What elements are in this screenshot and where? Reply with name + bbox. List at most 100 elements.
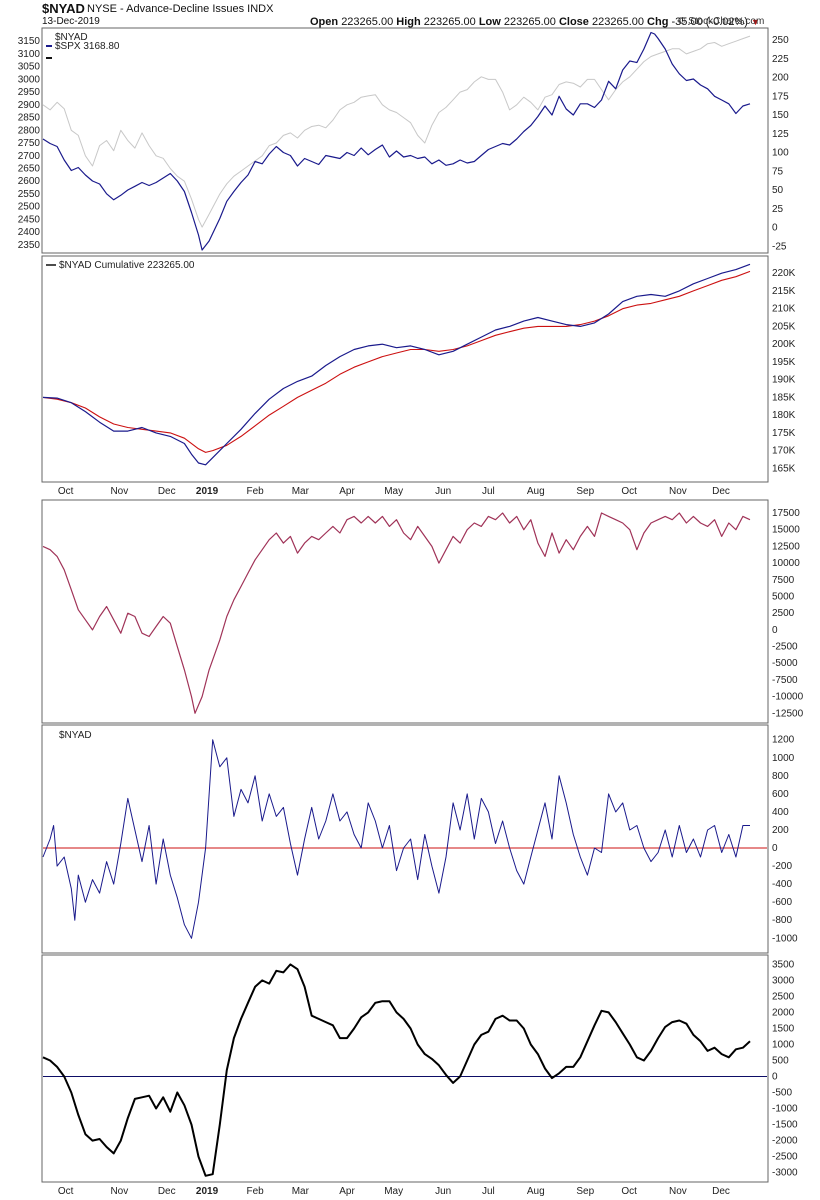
date-label: 13-Dec-2019 — [42, 16, 100, 27]
month-label: Sep — [576, 1186, 594, 1197]
ohlc-readout: Open 223265.00 High 223265.00 Low 223265… — [310, 16, 760, 28]
month-label: Dec — [158, 1186, 176, 1197]
low-label: Low — [478, 16, 501, 28]
y-right-tick-label: 75 — [772, 166, 784, 177]
month-label: Feb — [246, 1186, 264, 1197]
y-tick-label: -5000 — [772, 658, 798, 669]
month-label: Nov — [669, 1186, 687, 1197]
y-right-tick-label: -25 — [772, 241, 787, 252]
y-tick-label: 17500 — [772, 508, 800, 519]
symbol-label: $NYAD — [42, 1, 85, 16]
legend-label: $NYAD — [59, 730, 92, 741]
close-label: Close — [558, 16, 589, 28]
month-label: Sep — [576, 486, 594, 497]
y-tick-label: 1000 — [772, 1039, 795, 1050]
month-label: Oct — [58, 1186, 74, 1197]
month-label: Nov — [110, 486, 128, 497]
y-tick-label: -800 — [772, 915, 792, 926]
high-value: 223265.00 — [423, 16, 476, 28]
chg-value: -35.00 (-0.02%) — [671, 16, 748, 28]
open-value: 223265.00 — [341, 16, 394, 28]
y-left-tick-label: 2650 — [18, 164, 41, 175]
y-tick-label: 1500 — [772, 1023, 795, 1034]
y-right-tick-label: 150 — [772, 110, 789, 121]
close-value: 223265.00 — [591, 16, 644, 28]
y-left-tick-label: 2600 — [18, 176, 41, 187]
y-tick-label: -1000 — [772, 933, 798, 944]
month-label: May — [384, 1186, 403, 1197]
y-left-tick-label: 2550 — [18, 189, 41, 200]
series-line-oscillator — [42, 512, 751, 714]
y-tick-label: 600 — [772, 789, 789, 800]
y-tick-label: 170K — [772, 446, 796, 457]
month-label: Dec — [712, 1186, 730, 1197]
y-left-tick-label: 2900 — [18, 100, 41, 111]
month-label: Jun — [435, 486, 451, 497]
month-label: Jun — [435, 1186, 451, 1197]
y-tick-label: 0 — [772, 625, 778, 636]
chg-label: Chg — [647, 16, 669, 28]
y-left-tick-label: 3050 — [18, 62, 41, 73]
y-tick-label: 180K — [772, 410, 796, 421]
y-left-tick-label: 3100 — [18, 49, 41, 60]
series-line-nyad — [42, 31, 751, 251]
panel-frame-5 — [41, 954, 769, 1183]
month-label: Nov — [110, 1186, 128, 1197]
y-right-tick-label: 225 — [772, 54, 789, 65]
y-tick-label: 800 — [772, 771, 789, 782]
month-label: Mar — [292, 1186, 310, 1197]
y-tick-label: -10000 — [772, 692, 804, 703]
y-tick-label: -600 — [772, 897, 792, 908]
y-tick-label: 400 — [772, 807, 789, 818]
month-label: Oct — [58, 486, 74, 497]
y-tick-label: 3000 — [772, 975, 795, 986]
month-label: Feb — [246, 486, 264, 497]
y-tick-label: -12500 — [772, 708, 804, 719]
y-left-tick-label: 2500 — [18, 202, 41, 213]
y-right-tick-label: 50 — [772, 185, 784, 196]
y-tick-label: 1200 — [772, 735, 795, 746]
y-tick-label: 12500 — [772, 541, 800, 552]
y-right-tick-label: 100 — [772, 148, 789, 159]
series-line-smoothed — [42, 963, 751, 1177]
y-right-tick-label: 0 — [772, 223, 778, 234]
y-tick-label: 175K — [772, 428, 796, 439]
y-tick-label: 210K — [772, 304, 796, 315]
y-left-tick-label: 2750 — [18, 138, 41, 149]
y-tick-label: -400 — [772, 879, 792, 890]
y-tick-label: -500 — [772, 1088, 792, 1099]
y-tick-label: 165K — [772, 463, 796, 474]
series-line-spx — [42, 35, 751, 228]
month-label: May — [384, 486, 403, 497]
y-tick-label: 1000 — [772, 753, 795, 764]
y-left-tick-label: 2800 — [18, 125, 41, 136]
y-tick-label: 2000 — [772, 1007, 795, 1018]
series-line-daily — [42, 739, 750, 939]
y-left-tick-label: 2450 — [18, 214, 41, 225]
month-label: Aug — [527, 486, 545, 497]
month-label: Apr — [339, 486, 355, 497]
legend-label: $NYAD — [55, 32, 88, 43]
y-left-tick-label: 3000 — [18, 74, 41, 85]
y-tick-label: 0 — [772, 1072, 778, 1083]
y-tick-label: 200K — [772, 339, 796, 350]
down-arrow-icon: ▼ — [751, 17, 760, 27]
month-label: Dec — [712, 486, 730, 497]
y-tick-label: 7500 — [772, 575, 795, 586]
header-bar: $NYAD NYSE - Advance-Decline Issues INDX… — [0, 0, 820, 30]
legend-label: $NYAD Cumulative 223265.00 — [59, 260, 195, 271]
y-tick-label: -200 — [772, 861, 792, 872]
y-right-tick-label: 200 — [772, 73, 789, 84]
y-right-tick-label: 250 — [772, 35, 789, 46]
y-tick-label: 205K — [772, 321, 796, 332]
y-right-tick-label: 25 — [772, 204, 784, 215]
y-left-tick-label: 2400 — [18, 227, 41, 238]
month-label: Apr — [339, 1186, 355, 1197]
y-tick-label: -2500 — [772, 642, 798, 653]
y-tick-label: 195K — [772, 357, 796, 368]
y-tick-label: 185K — [772, 392, 796, 403]
panel-frame-3 — [41, 499, 769, 724]
month-label: Nov — [669, 486, 687, 497]
panel-frame-2 — [41, 255, 769, 483]
